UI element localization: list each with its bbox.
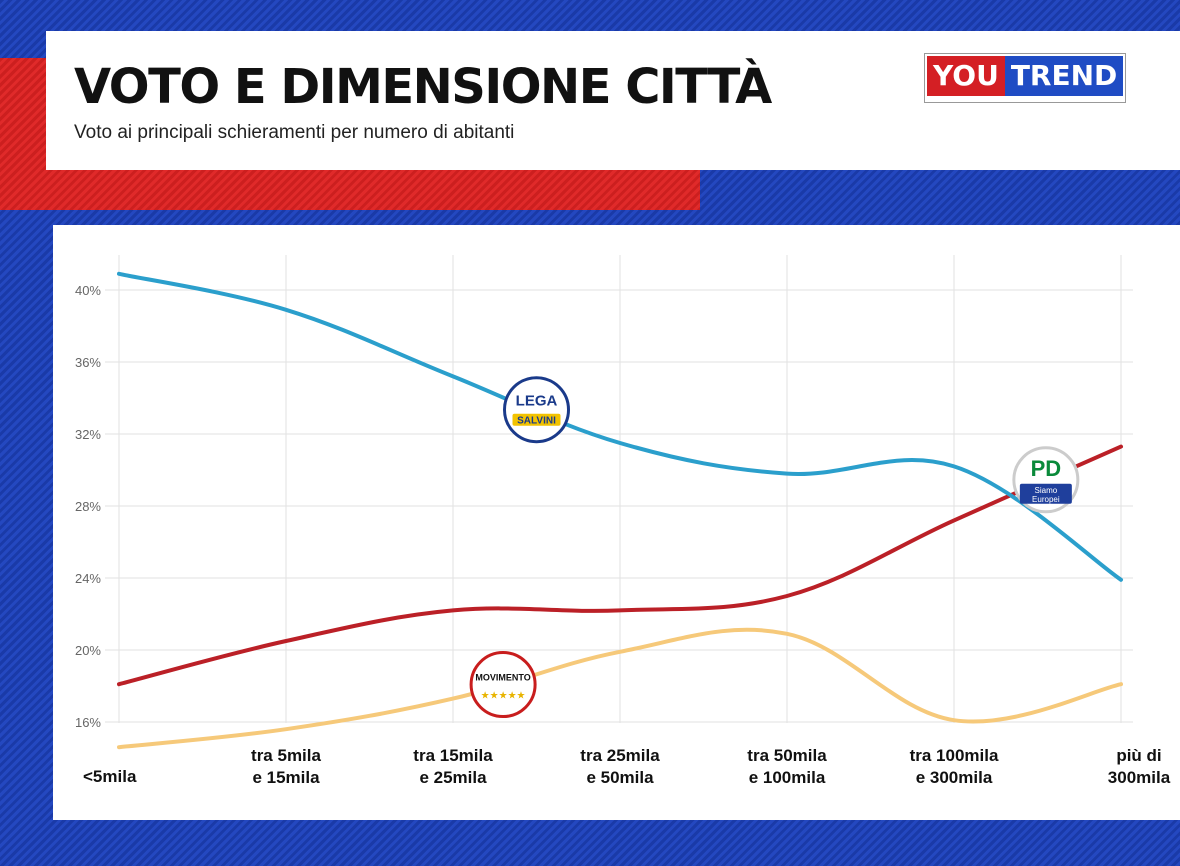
party-logo-band (479, 688, 528, 701)
youtrend-logo: YOU TREND (925, 54, 1126, 102)
x-tick-label: tra 50mila e 100mila (747, 746, 827, 787)
x-tick-label: tra 5mila e 15mila (251, 746, 321, 787)
party-logo-text: Siamo (1035, 486, 1058, 495)
logo-you: YOU (927, 56, 1005, 96)
x-tick-label: tra 15mila e 25mila (413, 746, 493, 787)
x-tick-label: più di 300mila (1108, 746, 1171, 787)
y-tick-label: 40% (75, 283, 101, 298)
party-logo-text: SALVINI (517, 416, 556, 427)
x-tick-label: tra 25mila e 50mila (580, 746, 660, 787)
y-tick-label: 36% (75, 355, 101, 370)
party-logo-text: LEGA (516, 393, 558, 410)
y-tick-label: 32% (75, 427, 101, 442)
x-tick-label: tra 100mila e 300mila (910, 746, 999, 787)
page-title: VOTO E DIMENSIONE CITTÀ (74, 59, 772, 115)
y-tick-label: 20% (75, 643, 101, 658)
party-logo-text: MOVIMENTO (475, 673, 530, 683)
logo-trend: TREND (1004, 56, 1124, 96)
page-subtitle: Voto ai principali schieramenti per nume… (74, 122, 515, 143)
y-tick-label: 16% (75, 715, 101, 730)
header-card: VOTO E DIMENSIONE CITTÀ Voto ai principa… (46, 31, 1180, 170)
party-logo-lega (503, 376, 570, 444)
party-logo-movimento-5-stelle (469, 651, 537, 719)
y-tick-label: 28% (75, 499, 101, 514)
party-logo-text: PD (1031, 456, 1062, 481)
party-logo-band (1019, 483, 1072, 504)
party-logo-band (512, 413, 561, 426)
line-chart: 16% 20% 24% 28% 32% 36% 40% <5mila tra 5mila e 15… (75, 255, 1171, 787)
party-logo-text: Europei (1032, 495, 1060, 504)
party-logo-text: ★★★★★ (481, 691, 526, 702)
x-tick-label: <5mila (83, 767, 137, 786)
y-tick-label: 24% (75, 571, 101, 586)
chart-card: 16% 20% 24% 28% 32% 36% 40% <5mila tra 5mila e 15… (53, 225, 1180, 820)
